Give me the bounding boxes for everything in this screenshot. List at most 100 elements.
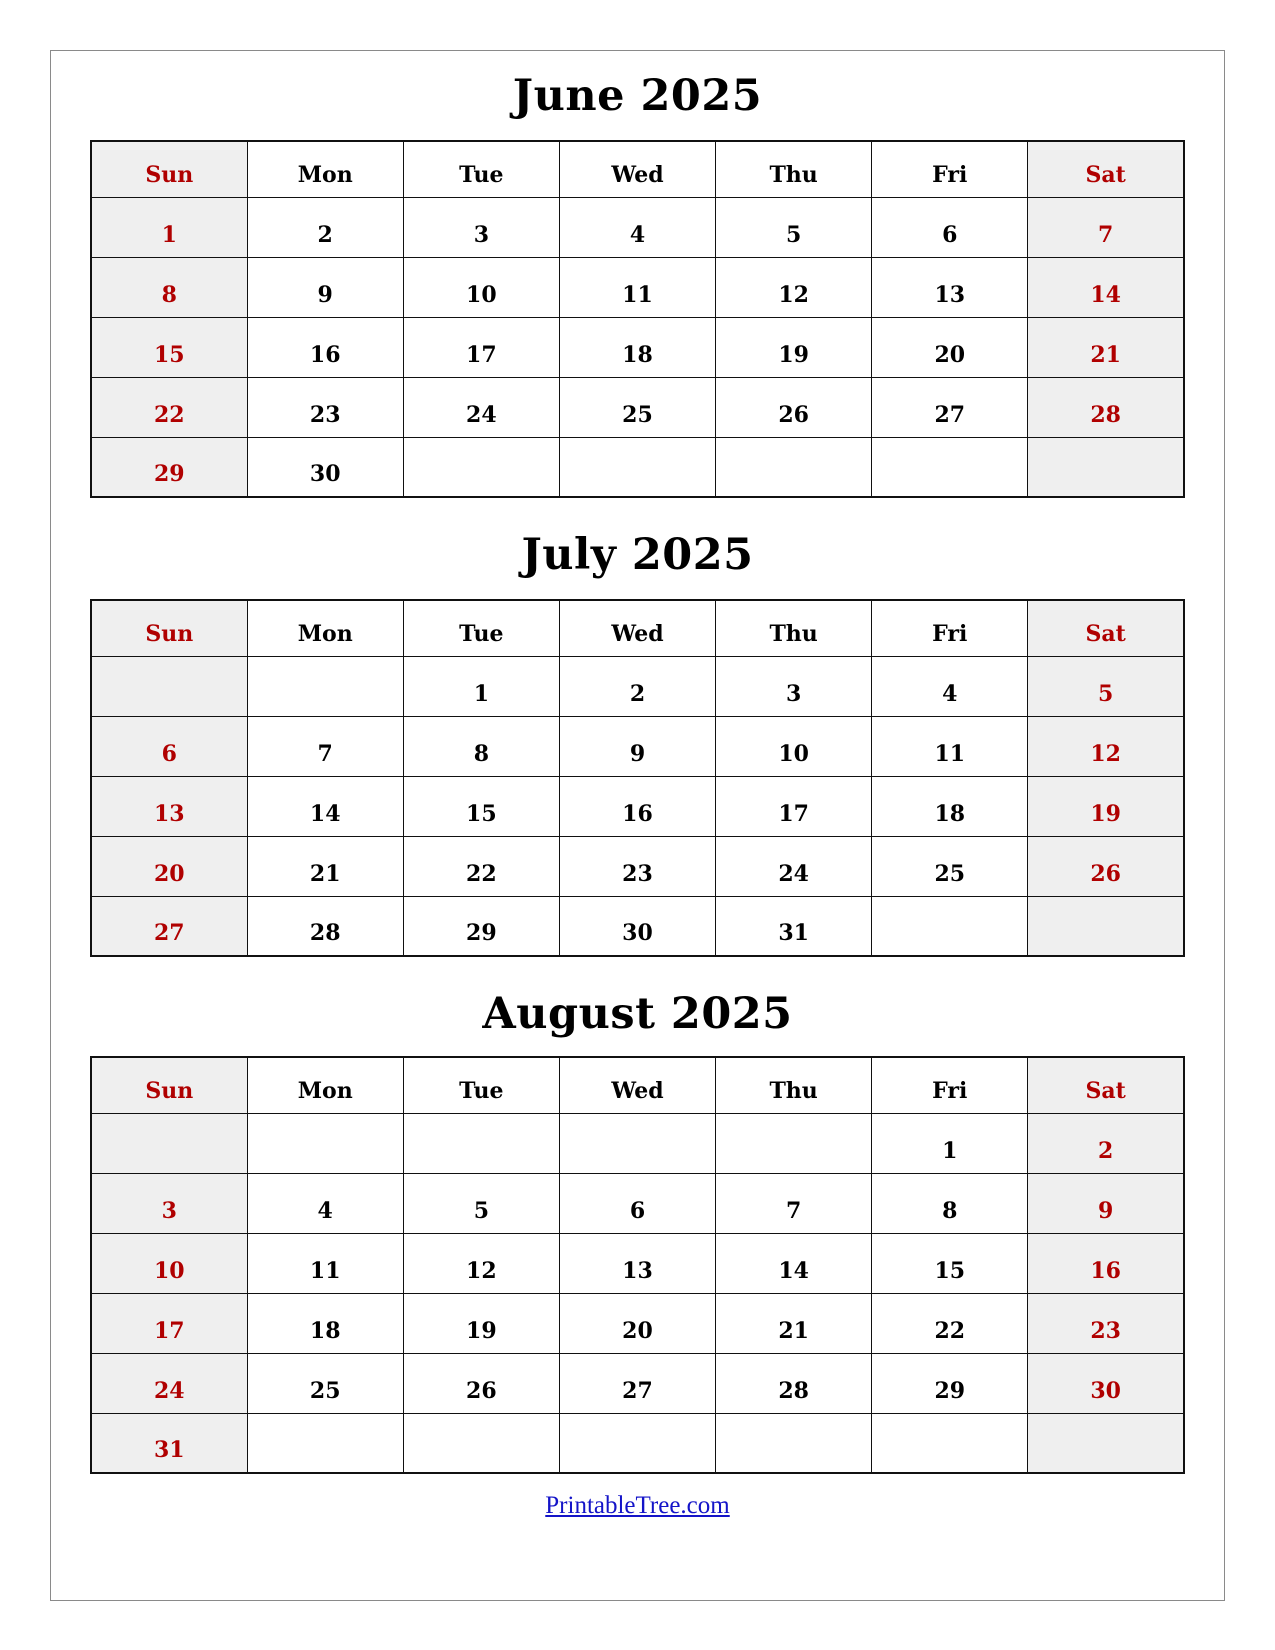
day-cell[interactable] [558, 436, 717, 498]
day-cell[interactable]: 14 [1027, 256, 1185, 318]
day-cell[interactable]: 27 [871, 376, 1029, 438]
day-cell[interactable]: 16 [558, 775, 717, 837]
day-cell[interactable]: 9 [246, 256, 404, 318]
day-cell[interactable]: 11 [558, 256, 717, 318]
day-cell[interactable] [871, 1412, 1029, 1474]
day-cell[interactable] [90, 655, 248, 717]
day-cell[interactable]: 3 [402, 196, 560, 258]
day-cell[interactable] [402, 1412, 560, 1474]
day-cell[interactable] [246, 1112, 404, 1174]
day-cell[interactable]: 1 [871, 1112, 1029, 1174]
day-cell[interactable]: 27 [558, 1352, 717, 1414]
day-cell[interactable]: 30 [246, 436, 404, 498]
day-cell[interactable]: 30 [558, 895, 717, 957]
day-cell[interactable]: 1 [90, 196, 248, 258]
day-cell[interactable]: 6 [558, 1172, 717, 1234]
day-cell[interactable]: 26 [715, 376, 873, 438]
day-cell[interactable]: 21 [1027, 316, 1185, 378]
day-cell[interactable]: 25 [246, 1352, 404, 1414]
day-cell[interactable] [246, 655, 404, 717]
day-cell[interactable]: 22 [90, 376, 248, 438]
day-cell[interactable] [90, 1112, 248, 1174]
day-cell[interactable]: 29 [402, 895, 560, 957]
day-cell[interactable]: 14 [246, 775, 404, 837]
day-cell[interactable] [1027, 895, 1185, 957]
day-cell[interactable]: 29 [871, 1352, 1029, 1414]
day-cell[interactable]: 31 [715, 895, 873, 957]
day-cell[interactable]: 17 [402, 316, 560, 378]
day-cell[interactable]: 17 [715, 775, 873, 837]
day-cell[interactable]: 11 [871, 715, 1029, 777]
day-cell[interactable] [558, 1112, 717, 1174]
day-cell[interactable]: 23 [246, 376, 404, 438]
day-cell[interactable]: 26 [402, 1352, 560, 1414]
day-cell[interactable]: 9 [1027, 1172, 1185, 1234]
day-cell[interactable]: 8 [90, 256, 248, 318]
printabletree-link[interactable]: PrintableTree.com [545, 1492, 730, 1519]
day-cell[interactable] [246, 1412, 404, 1474]
day-cell[interactable]: 30 [1027, 1352, 1185, 1414]
day-cell[interactable]: 22 [871, 1292, 1029, 1354]
day-cell[interactable]: 5 [402, 1172, 560, 1234]
day-cell[interactable]: 20 [871, 316, 1029, 378]
day-cell[interactable] [715, 436, 873, 498]
day-cell[interactable] [871, 895, 1029, 957]
day-cell[interactable] [715, 1112, 873, 1174]
day-cell[interactable]: 27 [90, 895, 248, 957]
day-cell[interactable]: 11 [246, 1232, 404, 1294]
day-cell[interactable]: 7 [246, 715, 404, 777]
day-cell[interactable] [871, 436, 1029, 498]
day-cell[interactable]: 5 [1027, 655, 1185, 717]
day-cell[interactable]: 24 [402, 376, 560, 438]
day-cell[interactable]: 20 [558, 1292, 717, 1354]
day-cell[interactable]: 2 [558, 655, 717, 717]
day-cell[interactable]: 25 [871, 835, 1029, 897]
day-cell[interactable]: 21 [246, 835, 404, 897]
day-cell[interactable]: 10 [715, 715, 873, 777]
day-cell[interactable]: 18 [871, 775, 1029, 837]
day-cell[interactable]: 20 [90, 835, 248, 897]
day-cell[interactable]: 7 [715, 1172, 873, 1234]
day-cell[interactable] [1027, 436, 1185, 498]
day-cell[interactable]: 1 [402, 655, 560, 717]
day-cell[interactable]: 6 [871, 196, 1029, 258]
day-cell[interactable]: 10 [90, 1232, 248, 1294]
day-cell[interactable]: 13 [871, 256, 1029, 318]
day-cell[interactable]: 2 [246, 196, 404, 258]
day-cell[interactable]: 19 [715, 316, 873, 378]
day-cell[interactable]: 2 [1027, 1112, 1185, 1174]
day-cell[interactable]: 19 [402, 1292, 560, 1354]
day-cell[interactable]: 15 [871, 1232, 1029, 1294]
day-cell[interactable]: 18 [246, 1292, 404, 1354]
day-cell[interactable]: 8 [871, 1172, 1029, 1234]
day-cell[interactable]: 13 [90, 775, 248, 837]
day-cell[interactable]: 22 [402, 835, 560, 897]
day-cell[interactable] [715, 1412, 873, 1474]
day-cell[interactable] [1027, 1412, 1185, 1474]
day-cell[interactable]: 23 [558, 835, 717, 897]
day-cell[interactable]: 15 [402, 775, 560, 837]
day-cell[interactable]: 14 [715, 1232, 873, 1294]
day-cell[interactable]: 4 [246, 1172, 404, 1234]
day-cell[interactable]: 28 [715, 1352, 873, 1414]
day-cell[interactable]: 24 [90, 1352, 248, 1414]
day-cell[interactable]: 6 [90, 715, 248, 777]
day-cell[interactable] [402, 436, 560, 498]
day-cell[interactable] [402, 1112, 560, 1174]
day-cell[interactable]: 12 [402, 1232, 560, 1294]
day-cell[interactable]: 12 [1027, 715, 1185, 777]
day-cell[interactable]: 7 [1027, 196, 1185, 258]
day-cell[interactable]: 3 [90, 1172, 248, 1234]
day-cell[interactable]: 5 [715, 196, 873, 258]
day-cell[interactable]: 16 [246, 316, 404, 378]
day-cell[interactable]: 18 [558, 316, 717, 378]
day-cell[interactable]: 13 [558, 1232, 717, 1294]
day-cell[interactable]: 28 [246, 895, 404, 957]
day-cell[interactable]: 19 [1027, 775, 1185, 837]
day-cell[interactable]: 16 [1027, 1232, 1185, 1294]
day-cell[interactable]: 3 [715, 655, 873, 717]
day-cell[interactable] [558, 1412, 717, 1474]
day-cell[interactable]: 4 [871, 655, 1029, 717]
day-cell[interactable]: 15 [90, 316, 248, 378]
day-cell[interactable]: 9 [558, 715, 717, 777]
